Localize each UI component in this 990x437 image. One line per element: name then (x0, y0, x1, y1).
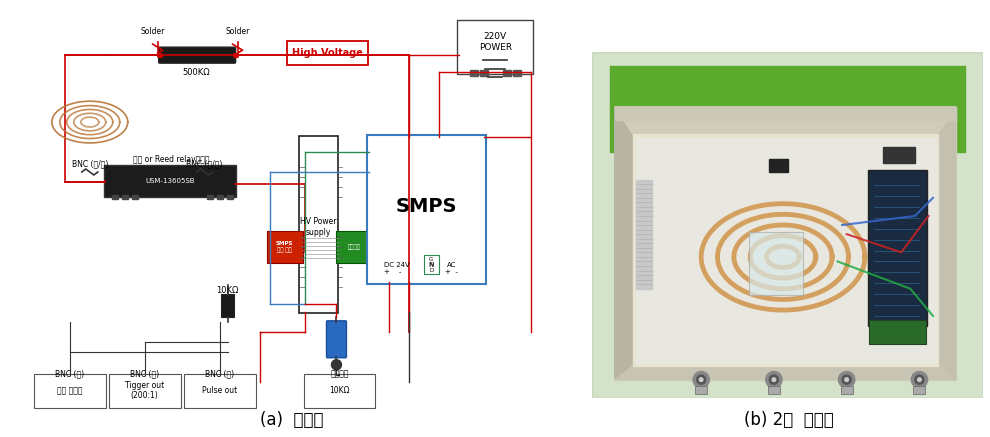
Circle shape (842, 375, 851, 384)
FancyBboxPatch shape (841, 385, 852, 394)
FancyBboxPatch shape (109, 374, 181, 408)
Bar (883, 147, 915, 163)
FancyBboxPatch shape (768, 385, 780, 394)
Text: 220V
POWER: 220V POWER (479, 32, 512, 52)
FancyBboxPatch shape (266, 231, 303, 263)
Text: G
N
D: G N D (430, 257, 434, 273)
Bar (615, 107, 955, 380)
Text: (b) 2차  제작품: (b) 2차 제작품 (744, 410, 834, 429)
Text: 500KΩ: 500KΩ (183, 68, 211, 77)
Bar (513, 70, 521, 76)
Text: 수은 or Reed relay스위치: 수은 or Reed relay스위치 (134, 155, 210, 164)
Circle shape (699, 378, 703, 382)
Text: 가변저항: 가변저항 (347, 244, 361, 250)
Circle shape (918, 378, 922, 382)
Text: (a)  회로도: (a) 회로도 (260, 410, 324, 429)
Text: Tigger out
(200:1): Tigger out (200:1) (125, 381, 164, 400)
Circle shape (693, 371, 709, 388)
Text: SMPS
전원 승압: SMPS 전원 승압 (276, 241, 293, 253)
Bar (503, 70, 511, 76)
FancyBboxPatch shape (869, 320, 927, 344)
Text: AC: AC (447, 262, 456, 268)
Text: Solder: Solder (226, 27, 249, 36)
Text: HV Power
supply: HV Power supply (300, 217, 337, 236)
Polygon shape (615, 107, 955, 134)
Text: BNC (암): BNC (암) (130, 370, 159, 379)
Text: 함수 발생기: 함수 발생기 (57, 386, 82, 395)
Text: High Voltage: High Voltage (292, 48, 363, 58)
Circle shape (844, 378, 848, 382)
Bar (610, 66, 965, 153)
Bar (470, 70, 478, 76)
Text: BNC (암/수): BNC (암/수) (186, 159, 223, 168)
Text: +  -: + - (446, 269, 458, 275)
Bar (217, 195, 223, 199)
Circle shape (332, 360, 342, 370)
Text: USM-13605SB: USM-13605SB (145, 178, 194, 184)
Circle shape (765, 371, 782, 388)
Bar (769, 159, 788, 172)
FancyBboxPatch shape (304, 374, 375, 408)
Bar (636, 180, 652, 289)
Bar (633, 134, 938, 366)
Text: 10KΩ: 10KΩ (217, 286, 239, 295)
Text: BNC (암): BNC (암) (55, 370, 84, 379)
FancyBboxPatch shape (327, 321, 346, 358)
Polygon shape (615, 366, 955, 380)
Polygon shape (938, 107, 955, 380)
FancyBboxPatch shape (695, 385, 707, 394)
FancyBboxPatch shape (749, 232, 803, 295)
Circle shape (911, 371, 928, 388)
Circle shape (769, 375, 778, 384)
FancyBboxPatch shape (221, 295, 234, 317)
Text: 10KΩ: 10KΩ (330, 386, 349, 395)
FancyBboxPatch shape (457, 20, 534, 74)
Text: SMPS: SMPS (396, 198, 457, 216)
Text: Pulse out: Pulse out (202, 386, 238, 395)
FancyBboxPatch shape (337, 231, 372, 263)
FancyBboxPatch shape (367, 135, 486, 284)
Bar (636, 138, 936, 363)
Text: Solder: Solder (141, 27, 165, 36)
Bar (112, 195, 118, 199)
Bar (480, 70, 488, 76)
Text: +    -: + - (384, 269, 402, 275)
Text: BNC (암): BNC (암) (205, 370, 235, 379)
Circle shape (697, 375, 706, 384)
Bar (132, 195, 138, 199)
Polygon shape (615, 107, 633, 380)
Circle shape (839, 371, 854, 388)
FancyBboxPatch shape (424, 255, 439, 274)
Bar (227, 195, 233, 199)
FancyBboxPatch shape (914, 385, 926, 394)
Circle shape (915, 375, 924, 384)
Bar (207, 195, 213, 199)
FancyBboxPatch shape (34, 374, 106, 408)
Bar (122, 195, 128, 199)
Text: DC 24V: DC 24V (384, 262, 410, 268)
Circle shape (772, 378, 776, 382)
FancyBboxPatch shape (868, 170, 927, 326)
Text: 가변저항: 가변저항 (331, 370, 348, 379)
FancyBboxPatch shape (104, 165, 236, 197)
Text: N: N (429, 262, 434, 268)
Polygon shape (615, 107, 955, 121)
FancyBboxPatch shape (184, 374, 255, 408)
Text: BNC (암/수): BNC (암/수) (71, 159, 108, 168)
FancyBboxPatch shape (299, 136, 339, 313)
FancyBboxPatch shape (158, 47, 236, 63)
FancyBboxPatch shape (286, 41, 368, 65)
